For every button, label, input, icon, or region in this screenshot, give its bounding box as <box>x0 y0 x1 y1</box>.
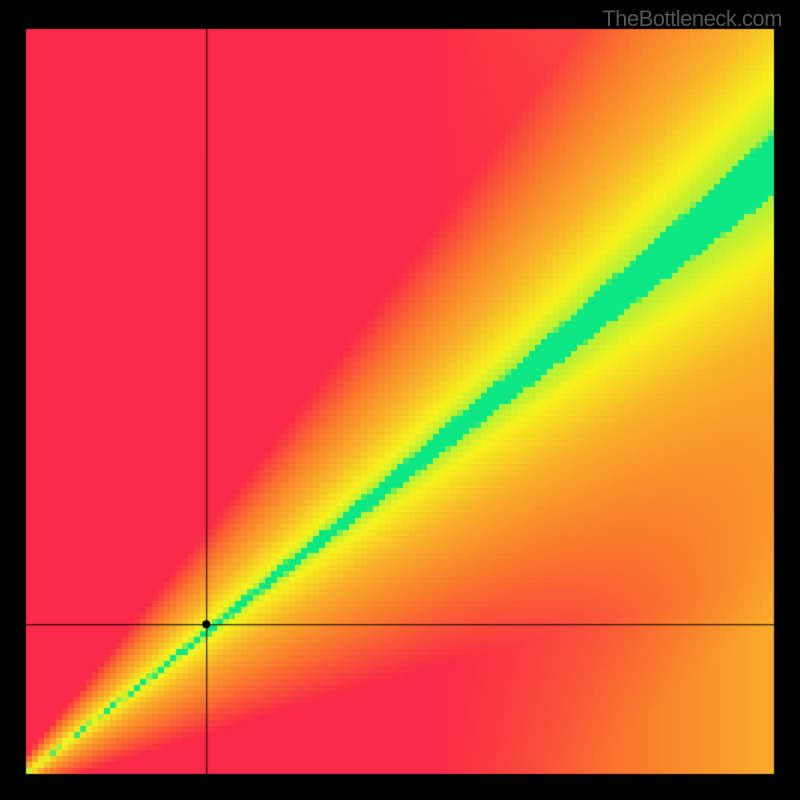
bottleneck-heatmap <box>0 0 800 800</box>
watermark-text: TheBottleneck.com <box>602 6 782 32</box>
